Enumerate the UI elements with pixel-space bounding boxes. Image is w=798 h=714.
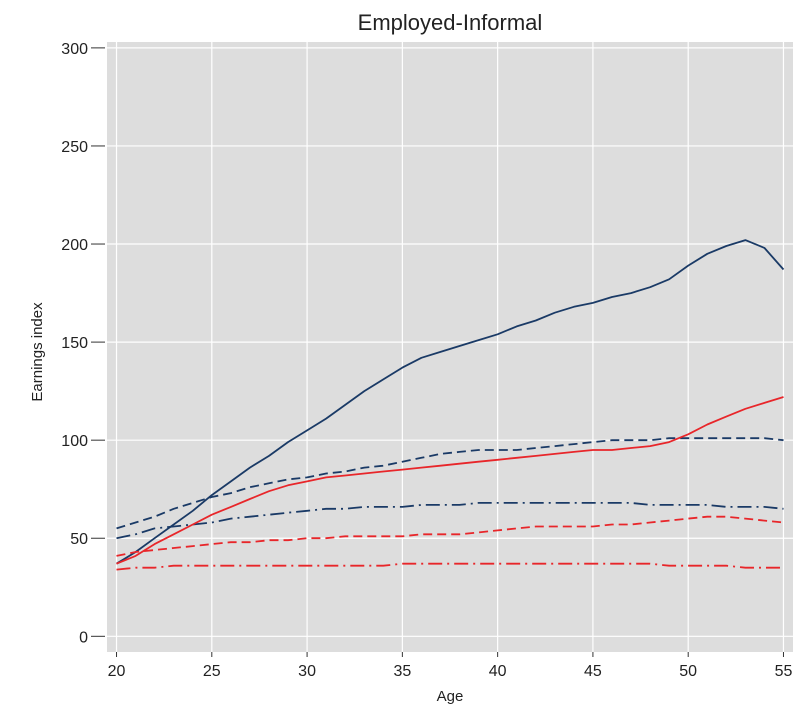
axes: 0 50 100 150 200 250 300 20 25 30 35 40 45 50 55 xyxy=(61,41,792,680)
y-tick-label: 300 xyxy=(61,41,88,58)
y-tick-label: 100 xyxy=(61,433,88,450)
y-tick-label: 150 xyxy=(61,335,88,352)
y-tick-label: 50 xyxy=(70,531,88,548)
grid-lines xyxy=(107,42,793,652)
series-line-4 xyxy=(116,396,784,565)
series-line-1 xyxy=(116,239,785,565)
x-tick-label: 30 xyxy=(298,663,316,680)
x-tick-label: 50 xyxy=(679,663,697,680)
series-line-3 xyxy=(116,501,784,540)
y-tick-label: 250 xyxy=(61,139,88,156)
series-line-6 xyxy=(116,562,784,571)
x-tick-label: 25 xyxy=(203,663,221,680)
x-tick-label: 45 xyxy=(584,663,602,680)
x-axis-label: Age xyxy=(437,688,464,705)
x-tick-label: 20 xyxy=(108,663,126,680)
chart-title: Employed-Informal xyxy=(358,10,543,35)
plot-background xyxy=(107,42,793,652)
series-layer xyxy=(116,239,785,571)
x-tick-label: 40 xyxy=(489,663,507,680)
x-tick-label: 35 xyxy=(393,663,411,680)
y-tick-label: 200 xyxy=(61,237,88,254)
x-tick-label: 55 xyxy=(775,663,793,680)
y-tick-label: 0 xyxy=(79,629,88,646)
series-line-5 xyxy=(116,515,784,557)
y-axis-label: Earnings index xyxy=(29,302,46,402)
series-line-2 xyxy=(116,437,784,530)
